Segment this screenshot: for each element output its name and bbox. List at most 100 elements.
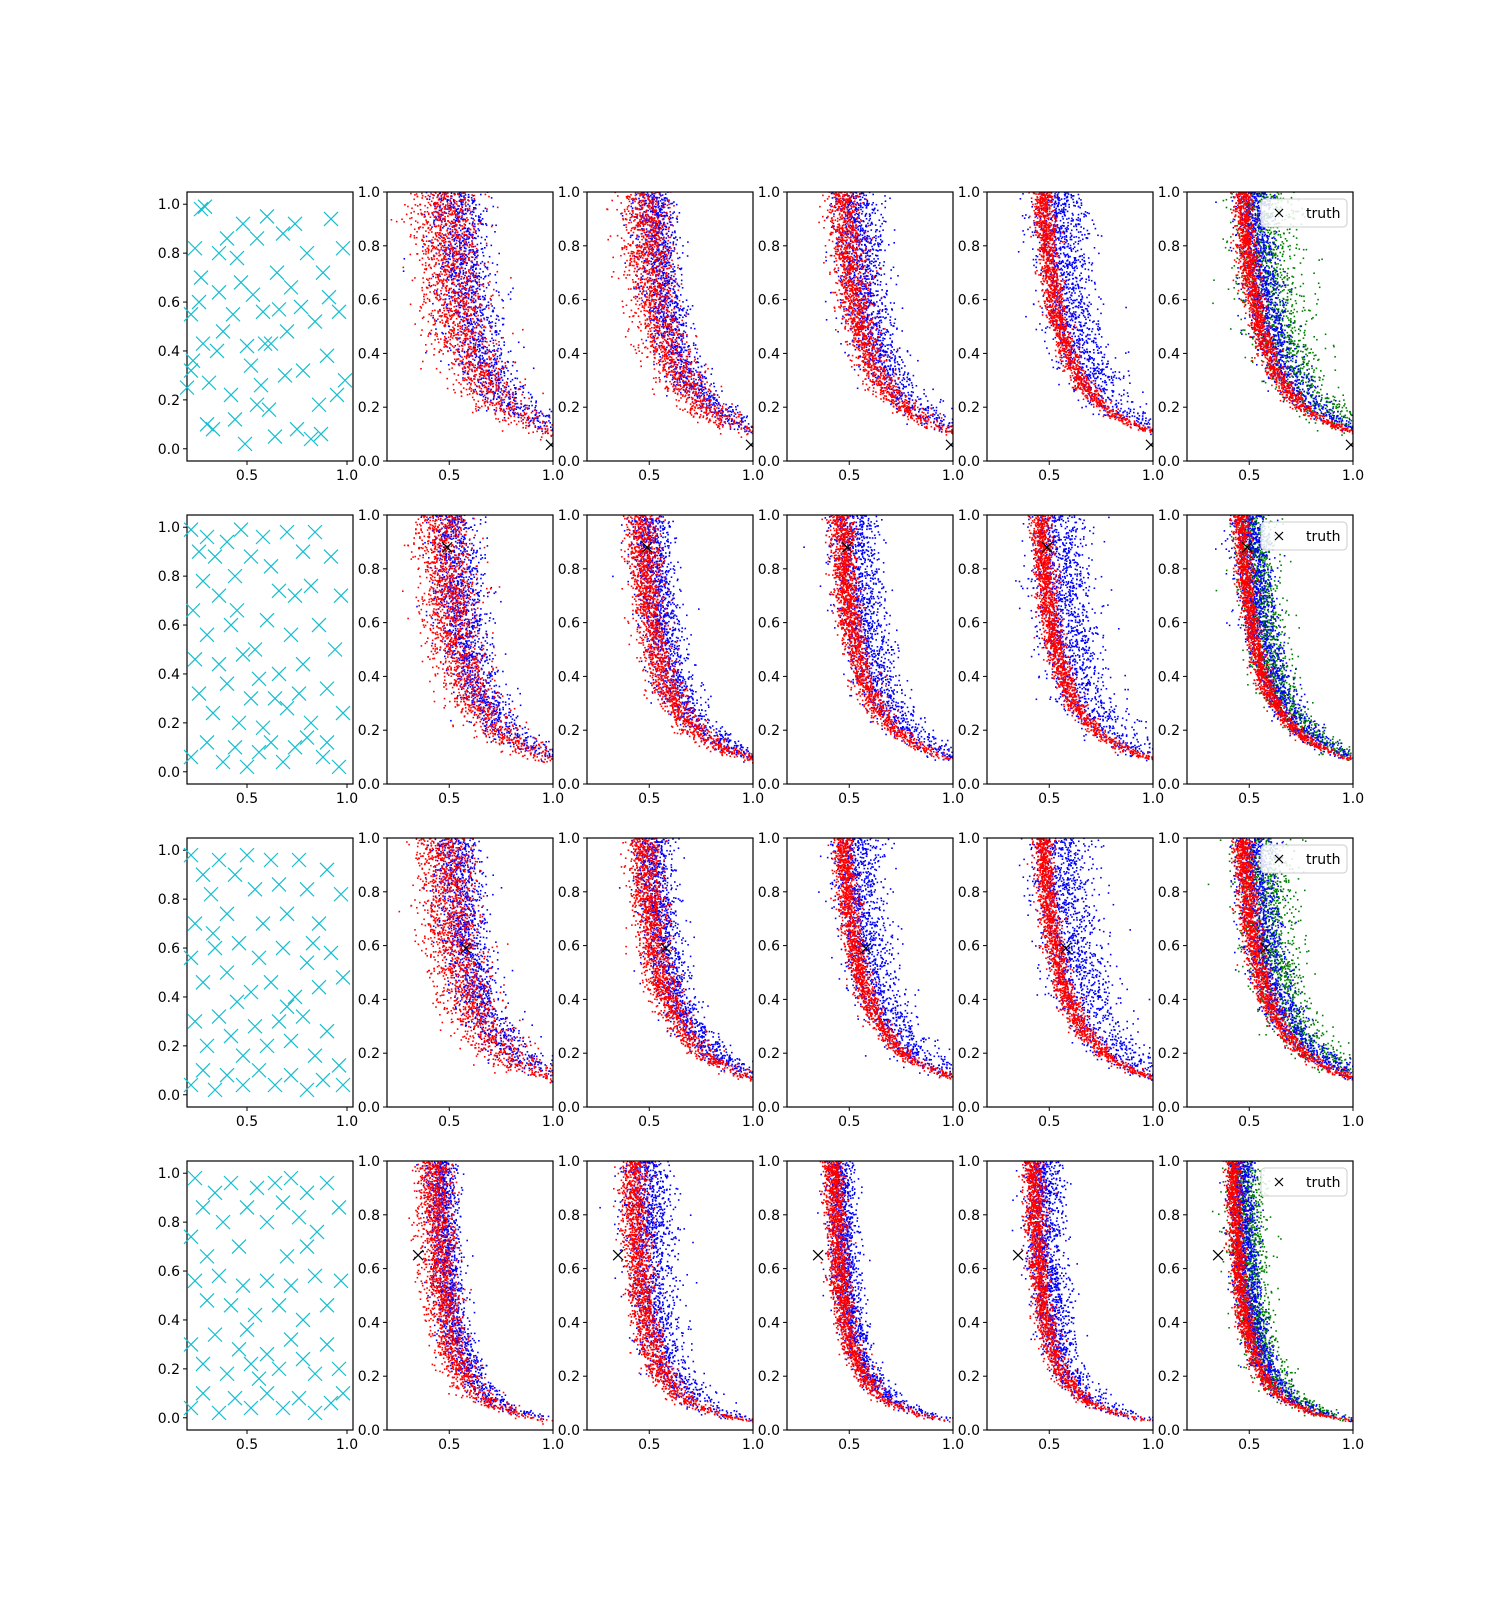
scatter-point — [449, 241, 451, 243]
scatter-point — [447, 310, 449, 312]
design-point — [338, 373, 352, 387]
scatter-point — [649, 309, 651, 311]
scatter-point — [650, 211, 652, 213]
scatter-point — [473, 232, 475, 234]
scatter-point — [653, 364, 655, 366]
scatter-point — [465, 213, 467, 215]
scatter-point — [437, 318, 439, 320]
scatter-point — [485, 405, 487, 407]
scatter-point — [684, 372, 686, 374]
scatter-point — [445, 252, 447, 254]
scatter-point — [691, 378, 693, 380]
scatter-point — [441, 233, 443, 235]
scatter-point — [658, 299, 660, 301]
scatter-point — [515, 391, 517, 393]
scatter-point — [681, 274, 683, 276]
scatter-point — [460, 360, 462, 362]
scatter-point — [536, 412, 538, 414]
scatter-point — [468, 373, 470, 375]
scatter-point — [679, 237, 681, 239]
scatter-point — [509, 394, 511, 396]
scatter-point — [676, 218, 678, 220]
scatter-point — [425, 219, 427, 221]
scatter-point — [459, 305, 461, 307]
scatter-point — [474, 226, 476, 228]
scatter-point — [473, 321, 475, 323]
scatter-point — [488, 408, 490, 410]
scatter-point — [507, 361, 509, 363]
scatter-point — [695, 370, 697, 372]
scatter-point — [428, 333, 430, 335]
scatter-point — [436, 258, 438, 260]
scatter-point — [487, 389, 489, 391]
scatter-point — [722, 424, 724, 426]
scatter-point — [457, 323, 459, 325]
scatter-point — [501, 299, 503, 301]
scatter-point — [484, 264, 486, 266]
scatter-point — [443, 258, 445, 260]
scatter-point — [498, 388, 500, 390]
scatter-point — [630, 237, 632, 239]
scatter-point — [425, 253, 427, 255]
scatter-point — [422, 227, 424, 229]
design-point — [236, 217, 250, 231]
scatter-point — [641, 236, 643, 238]
scatter-point — [513, 384, 515, 386]
scatter-point — [468, 271, 470, 273]
scatter-point — [439, 215, 441, 217]
scatter-point — [474, 323, 476, 325]
scatter-point — [532, 417, 534, 419]
scatter-point — [666, 300, 668, 302]
scatter-point — [452, 279, 454, 281]
scatter-point — [472, 336, 474, 338]
scatter-point — [476, 311, 478, 313]
scatter-point — [445, 272, 447, 274]
scatter-point — [501, 403, 503, 405]
scatter-point — [494, 374, 496, 376]
scatter-point — [668, 207, 670, 209]
scatter-point — [501, 390, 503, 392]
scatter-point — [454, 392, 456, 394]
scatter-point — [419, 310, 421, 312]
scatter-point — [436, 335, 438, 337]
scatter-point — [698, 362, 700, 364]
scatter-point — [641, 233, 643, 235]
scatter-point — [470, 251, 472, 253]
scatter-point — [458, 273, 460, 275]
scatter-point — [525, 422, 527, 424]
scatter-point — [719, 418, 721, 420]
scatter-point — [453, 384, 455, 386]
design-point — [308, 315, 322, 329]
scatter-point — [461, 253, 463, 255]
scatter-point — [453, 260, 455, 262]
scatter-point — [471, 296, 473, 298]
scatter-point — [646, 214, 648, 216]
design-point — [258, 337, 272, 351]
scatter-point — [496, 290, 498, 292]
scatter-point — [416, 193, 418, 195]
scatter-point — [653, 318, 655, 320]
scatter-point — [432, 248, 434, 250]
truth-marker — [546, 440, 556, 450]
scatter-point — [412, 280, 414, 282]
design-point — [200, 417, 214, 431]
scatter-point — [669, 331, 671, 333]
scatter-point — [475, 281, 477, 283]
scatter-point — [467, 366, 469, 368]
scatter-point — [450, 302, 452, 304]
scatter-point — [445, 204, 447, 206]
design-point — [284, 280, 298, 294]
scatter-point — [521, 420, 523, 422]
scatter-point — [471, 214, 473, 216]
scatter-point — [685, 377, 687, 379]
scatter-point — [646, 296, 648, 298]
scatter-point — [737, 412, 739, 414]
scatter-point — [510, 410, 512, 412]
scatter-point — [446, 281, 448, 283]
scatter-point — [504, 386, 506, 388]
y-tick-label: 0.0 — [158, 442, 180, 458]
design-point — [280, 324, 294, 338]
scatter-point — [485, 194, 487, 196]
scatter-point — [474, 255, 476, 257]
scatter-point — [451, 275, 453, 277]
